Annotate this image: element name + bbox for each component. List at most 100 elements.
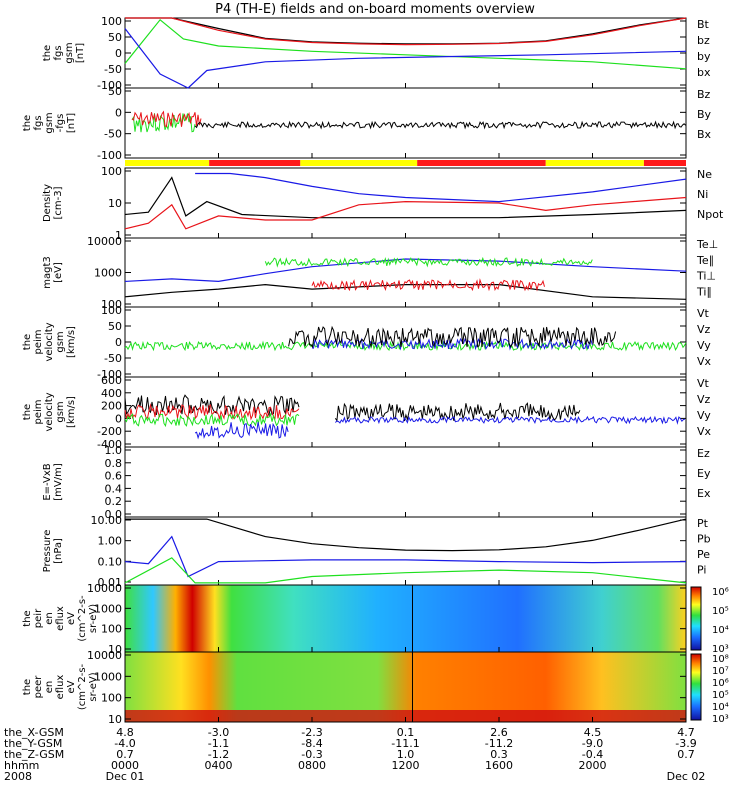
y-tick-label: 10 xyxy=(108,713,122,726)
y-tick-label: 0.8 xyxy=(105,457,123,470)
y-tick-label: 100 xyxy=(101,165,122,178)
noise-trace-fgs_dsl xyxy=(194,120,686,130)
y-axis-label-line: E=-VxB xyxy=(42,463,53,500)
y-tick-label: 0 xyxy=(115,412,122,425)
y-axis-label-line: fgs xyxy=(53,45,64,60)
xaxis-tick-label: -11.2 xyxy=(485,737,513,750)
legend-entry: Bt xyxy=(697,18,710,31)
colorbar-tick-label: 10⁴ xyxy=(712,702,729,713)
y-axis-label-line: velocity xyxy=(44,322,55,361)
xaxis-tick-label: -8.4 xyxy=(301,737,322,750)
mode-status-bar xyxy=(125,160,686,166)
y-axis-label-line: [nT] xyxy=(66,113,77,133)
xaxis-tick-label: 0.7 xyxy=(677,748,695,761)
y-axis-label-line: eflux xyxy=(55,675,66,700)
panel-fgs_dsl: 50 0 -50 -100 thefgsgsm-fgs[nT] Bz By Bx xyxy=(22,85,712,162)
y-tick-label: 0.4 xyxy=(105,482,123,495)
y-tick-label: 10.00 xyxy=(91,514,123,527)
y-axis-label-line: Density xyxy=(42,184,53,222)
xaxis-tick-label: -11.1 xyxy=(391,737,419,750)
y-tick-label: 50 xyxy=(108,320,122,333)
xaxis-tick-label: 4.8 xyxy=(116,726,134,739)
colorbar-scale xyxy=(690,653,702,721)
y-tick-label: 0 xyxy=(115,336,122,349)
legend-entry: Ez xyxy=(697,447,710,460)
legend-entry: Pi xyxy=(697,564,706,577)
mode-segment xyxy=(125,160,210,166)
xaxis-tick-label: -1.2 xyxy=(208,748,229,761)
plot-title: P4 (TH-E) fields and on-board moments ov… xyxy=(215,2,535,17)
y-axis-label-line: velocity xyxy=(44,392,55,431)
legend-entry: Bx xyxy=(697,128,712,141)
y-tick-label: 1.00 xyxy=(98,535,123,548)
y-axis-label-line: [nPa] xyxy=(53,538,64,564)
panel-frame xyxy=(124,87,687,159)
colorbar-tick-label: 10³ xyxy=(712,714,729,725)
xaxis-tick-label: 0.7 xyxy=(116,748,134,761)
y-axis-label: thefgsgsm[nT] xyxy=(42,42,86,63)
y-axis-label: thefgsgsm-fgs[nT] xyxy=(22,112,77,133)
y-tick-label: 600 xyxy=(101,374,122,387)
colorbar-tick-label: 10⁵ xyxy=(712,690,729,701)
y-tick-label: -100 xyxy=(97,79,122,92)
y-axis-label-line: the xyxy=(22,610,33,626)
series-line-pressure xyxy=(124,535,687,578)
legend-entry: Pt xyxy=(697,517,709,530)
xaxis-tick-label: 0400 xyxy=(205,759,233,772)
y-tick-label: 0.01 xyxy=(98,576,123,589)
legend-entry: Vy xyxy=(697,339,711,352)
y-axis-label-line: eV xyxy=(66,680,77,693)
xaxis-row-label: the_Z-GSM xyxy=(4,748,64,761)
y-axis-label: thepeimvelocitygsm[km/s] xyxy=(22,392,77,431)
xaxis-tick-label: -0.3 xyxy=(301,748,322,761)
y-axis-label-line: the xyxy=(42,45,53,61)
legend-entry: Pb xyxy=(697,533,711,546)
panel-vel_e: 100 50 0 -50 -100 thepeimvelocitygsm[km/s] Vt V… xyxy=(22,304,712,381)
spectrogram-band xyxy=(125,710,686,722)
colorbar-tick-label: 10⁶ xyxy=(712,587,729,598)
y-tick-label: 0 xyxy=(115,47,122,60)
xaxis-tick-label: Dec 02 xyxy=(667,770,706,783)
legend-entry: By xyxy=(697,108,712,121)
y-tick-label: 1000 xyxy=(94,670,122,683)
y-axis-label-line: fgs xyxy=(33,115,44,130)
y-tick-label: -200 xyxy=(97,425,122,438)
y-axis-label-line: [eV] xyxy=(53,262,64,283)
legend-entry: Ne xyxy=(697,168,712,181)
legend-entry: Vx xyxy=(697,355,712,368)
colorbar-tick-label: 10⁵ xyxy=(712,606,729,617)
y-tick-label: 1000 xyxy=(94,602,122,615)
y-tick-label: 100 xyxy=(101,304,122,317)
mode-segment xyxy=(643,160,686,166)
noise-trace-vel_e xyxy=(288,325,617,349)
y-tick-label: 0.2 xyxy=(105,495,123,508)
panel-frame xyxy=(124,446,687,518)
y-axis-label-line: sr-eV) xyxy=(88,672,99,701)
xaxis-tick-label: 1.0 xyxy=(397,748,415,761)
y-tick-label: -400 xyxy=(97,438,122,451)
y-axis-label-line: gsm xyxy=(55,401,66,422)
y-tick-label: 50 xyxy=(108,31,122,44)
xaxis-tick-label: -3.0 xyxy=(208,726,229,739)
mode-segment xyxy=(300,160,418,166)
y-axis-label-line: peer xyxy=(33,675,44,699)
panel-density: 100 10 1 Density[cm-3] Ne Ni Npot xyxy=(42,165,724,242)
legend-entry: Te∥ xyxy=(696,254,714,267)
legend-entry: bx xyxy=(697,66,711,79)
xaxis-tick-label: 0800 xyxy=(298,759,326,772)
y-axis-label-line: en xyxy=(44,681,55,694)
y-tick-label: 100 xyxy=(101,623,122,636)
colorbar-scale xyxy=(690,586,702,651)
y-axis-label-line: eV xyxy=(66,612,77,625)
noise-trace-vel_i xyxy=(124,412,300,428)
series-line-fgs xyxy=(124,18,687,70)
series-line-pressure xyxy=(124,557,687,584)
y-axis-label-line: peim xyxy=(33,329,44,354)
legend-entry: Vt xyxy=(697,377,710,390)
y-tick-label: 200 xyxy=(101,400,122,413)
y-axis-label-line: en xyxy=(44,612,55,625)
y-axis-label-line: the xyxy=(22,334,33,350)
y-axis-label: thepeimvelocitygsm[km/s] xyxy=(22,322,77,361)
series-line-temp xyxy=(124,258,687,283)
xaxis-row-label: the_X-GSM xyxy=(4,726,64,739)
